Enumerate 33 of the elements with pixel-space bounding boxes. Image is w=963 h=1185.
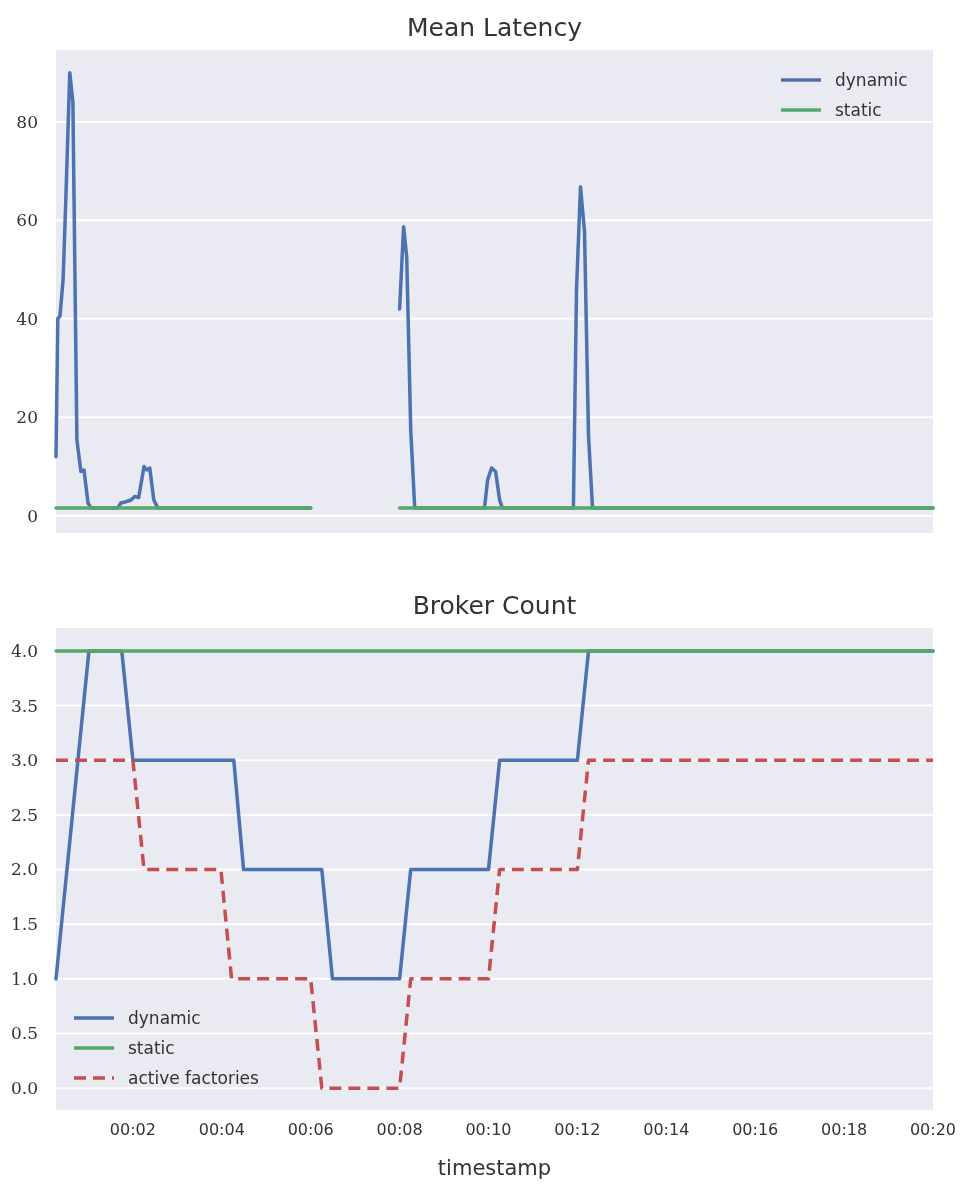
x-axis-title: timestamp bbox=[437, 1156, 552, 1180]
x-tick-label: 00:14 bbox=[643, 1120, 690, 1139]
x-tick-label: 00:02 bbox=[109, 1120, 156, 1139]
y-tick-label: 0.5 bbox=[10, 1023, 38, 1044]
chart-title: Mean Latency bbox=[407, 13, 583, 42]
x-tick-label: 00:06 bbox=[287, 1120, 334, 1139]
y-tick-label: 60 bbox=[16, 210, 38, 231]
x-tick-label: 00:12 bbox=[554, 1120, 601, 1139]
legend-label: dynamic bbox=[835, 70, 908, 90]
x-tick-label: 00:10 bbox=[465, 1120, 512, 1139]
chart-title: Broker Count bbox=[412, 591, 577, 620]
y-tick-label: 20 bbox=[16, 407, 38, 428]
legend-label: static bbox=[128, 1038, 175, 1058]
y-tick-label: 2.0 bbox=[10, 859, 38, 880]
y-tick-label: 0 bbox=[27, 505, 38, 526]
y-tick-label: 0.0 bbox=[10, 1078, 38, 1099]
y-tick-label: 1.0 bbox=[10, 968, 38, 989]
x-tick-label: 00:08 bbox=[376, 1120, 423, 1139]
y-tick-label: 2.5 bbox=[10, 804, 38, 825]
x-tick-label: 00:16 bbox=[732, 1120, 779, 1139]
y-tick-label: 3.0 bbox=[10, 750, 38, 771]
line-series bbox=[54, 758, 935, 1090]
legend-label: active factories bbox=[128, 1068, 260, 1088]
y-tick-label: 80 bbox=[16, 111, 38, 132]
y-tick-label: 3.5 bbox=[10, 695, 38, 716]
x-tick-label: 00:18 bbox=[821, 1120, 868, 1139]
y-tick-label: 4.0 bbox=[10, 640, 38, 661]
x-tick-label: 00:20 bbox=[909, 1120, 957, 1139]
y-tick-label: 40 bbox=[16, 308, 38, 329]
y-tick-label: 1.5 bbox=[10, 914, 38, 935]
x-tick-label: 00:04 bbox=[198, 1120, 245, 1139]
legend-label: dynamic bbox=[128, 1008, 201, 1028]
legend-label: static bbox=[835, 100, 882, 120]
